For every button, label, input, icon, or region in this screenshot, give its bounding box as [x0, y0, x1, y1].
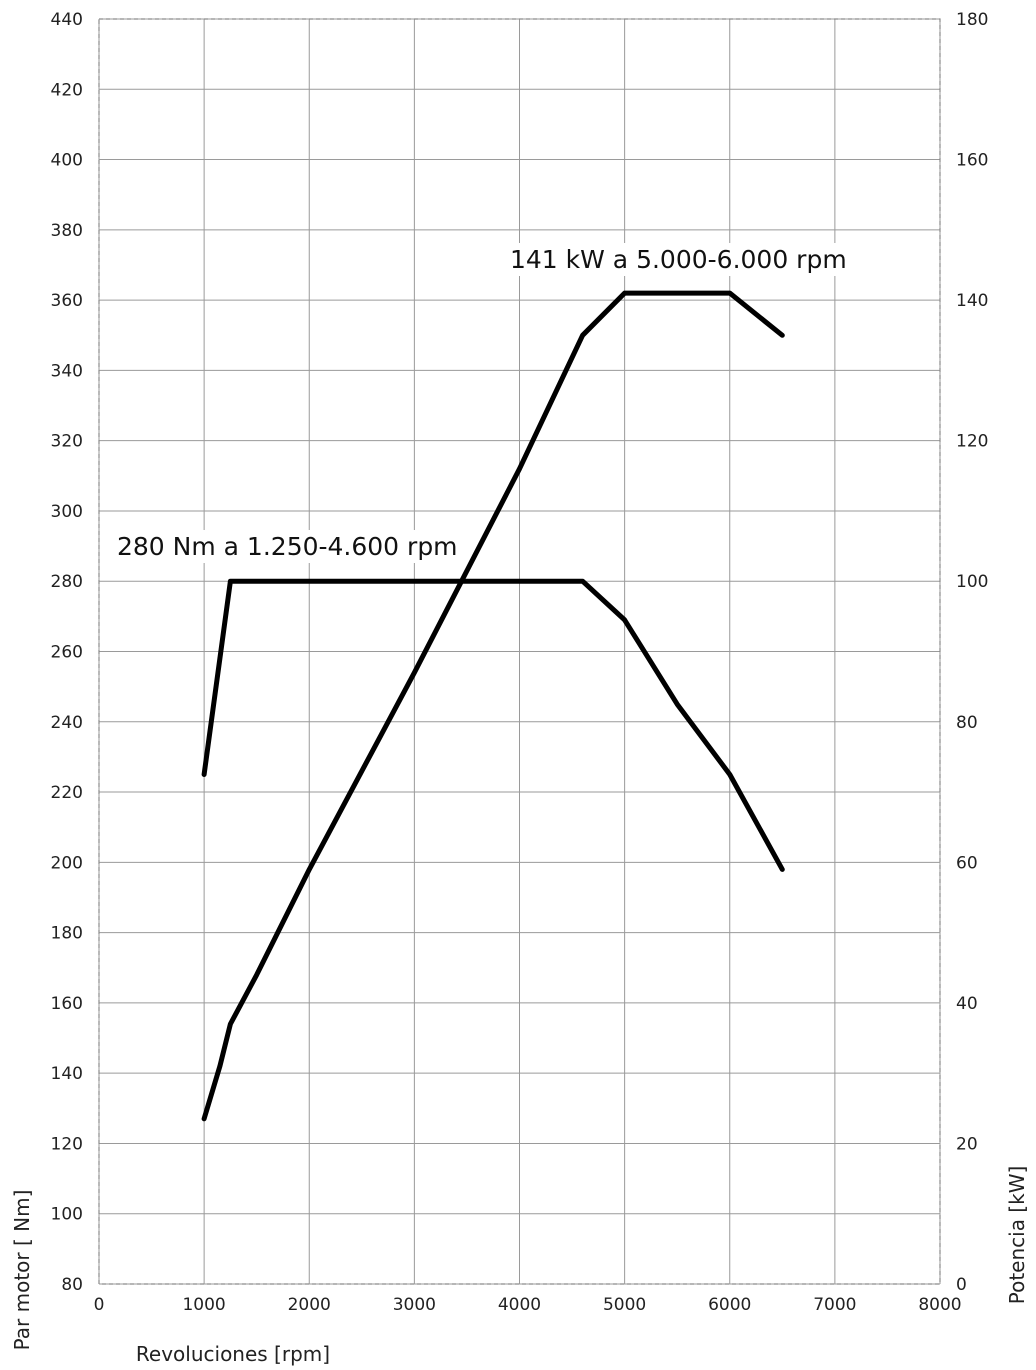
- y-left-tick-label: 320: [51, 432, 83, 452]
- annotation-background: [113, 530, 462, 563]
- torque-line: [201, 578, 785, 872]
- y-left-tick-label: 160: [51, 994, 83, 1014]
- y-left-tick-label: 220: [51, 783, 83, 803]
- power-annotation: 141 kW a 5.000-6.000 rpm: [510, 245, 847, 274]
- y-left-tick-label: 100: [51, 1205, 83, 1225]
- x-tick-label: 8000: [918, 1295, 961, 1315]
- plot-frame: [98, 18, 941, 1285]
- y-left-axis-title: Par motor [ Nm]: [10, 1190, 34, 1351]
- y-left-tick-label: 240: [51, 713, 83, 733]
- y-right-tick-label: 60: [956, 853, 978, 873]
- y-left-tick-label: 120: [51, 1134, 83, 1154]
- y-left-tick-label: 420: [51, 80, 83, 100]
- y-left-tick-label: 440: [51, 10, 83, 30]
- y-left-tick-label: 280: [51, 572, 83, 592]
- x-tick-label: 4000: [498, 1295, 541, 1315]
- y-left-tick-label: 400: [51, 151, 83, 171]
- y-right-tick-label: 40: [956, 994, 978, 1014]
- y-left-tick-label: 360: [51, 291, 83, 311]
- y-right-tick-label: 140: [956, 291, 988, 311]
- y-right-tick-label: 180: [956, 10, 988, 30]
- power-line: [201, 290, 785, 1122]
- y-right-tick-label: 160: [956, 151, 988, 171]
- tick-labels: 0 1000 2000 3000 4000 5000 6000 7000 80008010012…: [51, 10, 989, 1315]
- y-left-tick-label: 80: [61, 1275, 83, 1295]
- grid: [98, 18, 941, 1285]
- x-tick-label: 6000: [708, 1295, 751, 1315]
- torque-annotation: 280 Nm a 1.250-4.600 rpm: [117, 532, 458, 561]
- x-tick-label: 2000: [288, 1295, 331, 1315]
- x-tick-label: 7000: [813, 1295, 856, 1315]
- x-tick-label: 0: [94, 1295, 105, 1315]
- y-left-tick-label: 260: [51, 643, 83, 663]
- x-tick-label: 5000: [603, 1295, 646, 1315]
- y-right-tick-label: 100: [956, 572, 988, 592]
- y-right-axis-title: Potencia [kW]: [1005, 1166, 1029, 1305]
- y-left-tick-label: 340: [51, 361, 83, 381]
- y-right-tick-label: 120: [956, 432, 988, 452]
- x-axis-title: Revoluciones [rpm]: [136, 1342, 330, 1366]
- y-left-tick-label: 300: [51, 502, 83, 522]
- x-tick-label: 3000: [393, 1295, 436, 1315]
- y-left-tick-label: 180: [51, 924, 83, 944]
- y-right-tick-label: 20: [956, 1134, 978, 1154]
- y-left-tick-label: 140: [51, 1064, 83, 1084]
- y-left-tick-label: 380: [51, 221, 83, 241]
- y-right-tick-label: 0: [956, 1275, 967, 1295]
- series: [201, 290, 785, 1122]
- x-tick-label: 1000: [182, 1295, 225, 1315]
- y-left-tick-label: 200: [51, 853, 83, 873]
- y-right-tick-label: 80: [956, 713, 978, 733]
- annotation-background: [506, 243, 851, 276]
